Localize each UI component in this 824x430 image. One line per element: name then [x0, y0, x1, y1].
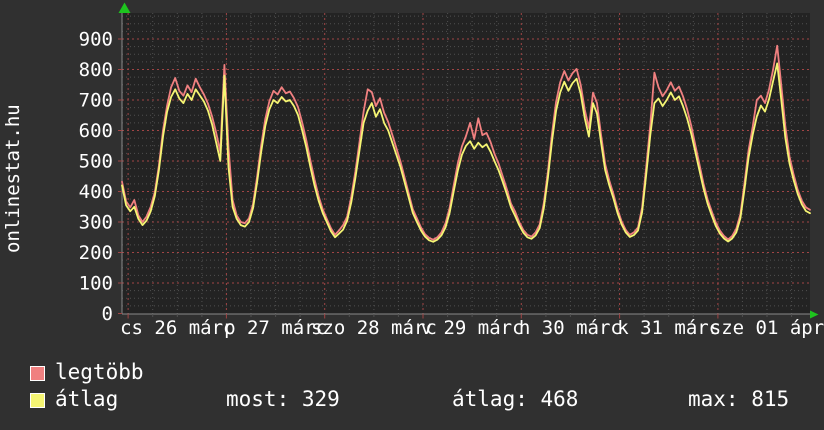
stat-atlag-value: átlag: 468	[452, 387, 579, 411]
x-tick-label: cs 26 márc	[120, 317, 234, 339]
y-tick-label: 200	[79, 242, 113, 264]
x-tick-label: v 29 márc	[421, 317, 524, 339]
y-tick-label: 100	[79, 273, 113, 295]
y-tick-label: 400	[79, 181, 113, 203]
y-tick-label: 700	[79, 90, 113, 112]
y-axis-arrow-icon	[118, 2, 131, 13]
plot-area	[122, 13, 810, 314]
y-tick-label: 600	[79, 120, 113, 142]
y-tick-label: 0	[102, 303, 113, 325]
legend-label-legtobb: legtöbb	[55, 360, 144, 384]
stat-max-value: max: 815	[688, 387, 790, 411]
legend-label-atlag: átlag	[55, 387, 119, 411]
legend-swatch-atlag	[30, 393, 45, 408]
x-tick-label: k 31 márc	[617, 317, 720, 339]
stat-most-value: most: 329	[226, 387, 340, 411]
legend-swatch-legtobb	[30, 366, 45, 381]
x-tick-label: p 27 márc	[224, 317, 327, 339]
y-tick-label: 300	[79, 212, 113, 234]
y-tick-label: 900	[79, 29, 113, 51]
x-tick-label: h 30 márc	[519, 317, 622, 339]
x-tick-label: sze 01 ápr	[710, 317, 824, 339]
y-tick-label: 800	[79, 59, 113, 81]
series-line-atlag	[121, 62, 811, 243]
x-axis-arrow-icon	[810, 310, 819, 319]
series-line-legtobb	[121, 44, 811, 241]
y-tick-label: 500	[79, 151, 113, 173]
x-tick-label: szo 28 márc	[311, 317, 437, 339]
